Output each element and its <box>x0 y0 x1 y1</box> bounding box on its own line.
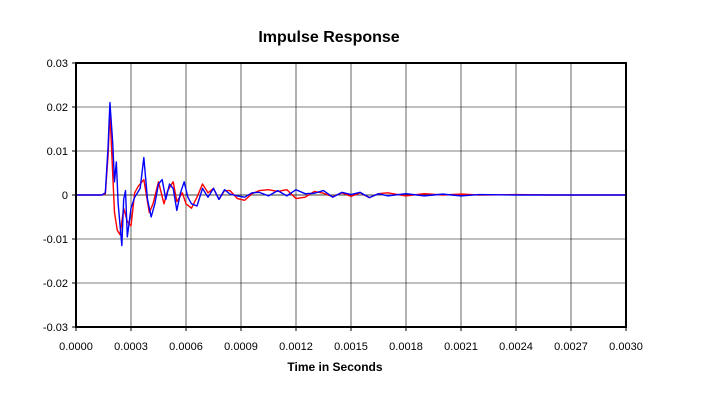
x-tick-label: 0.0018 <box>389 341 423 353</box>
y-tick-label: -0.02 <box>43 278 68 290</box>
y-tick-label: -0.01 <box>43 234 68 246</box>
series-line-blue <box>76 101 626 247</box>
y-tick-label: 0.01 <box>47 146 68 158</box>
x-tick-label: 0.0027 <box>554 341 588 353</box>
y-tick-label: 0.02 <box>47 102 68 114</box>
x-tick-label: 0.0021 <box>444 341 478 353</box>
x-tick-label: 0.0012 <box>279 341 313 353</box>
x-axis-ticks: 0.0000 0.0003 0.0006 0.0009 0.0012 0.0015 0.00… <box>59 327 643 353</box>
x-tick-label: 0.0000 <box>59 341 93 353</box>
x-tick-label: 0.0006 <box>169 341 203 353</box>
x-tick-label: 0.0030 <box>609 341 643 353</box>
y-axis-ticks: 0.03 0.02 0.01 0 -0.01 -0.02 -0.03 <box>43 58 76 334</box>
x-axis-label: Time in Seconds <box>287 360 382 374</box>
x-tick-label: 0.0015 <box>334 341 368 353</box>
x-tick-label: 0.0024 <box>499 341 533 353</box>
y-tick-label: 0 <box>62 190 68 202</box>
series-lines <box>76 101 626 247</box>
y-tick-label: -0.03 <box>43 322 68 334</box>
chart-title: Impulse Response <box>258 29 399 46</box>
x-tick-label: 0.0003 <box>114 341 148 353</box>
x-tick-label: 0.0009 <box>224 341 258 353</box>
y-tick-label: 0.03 <box>47 58 68 70</box>
